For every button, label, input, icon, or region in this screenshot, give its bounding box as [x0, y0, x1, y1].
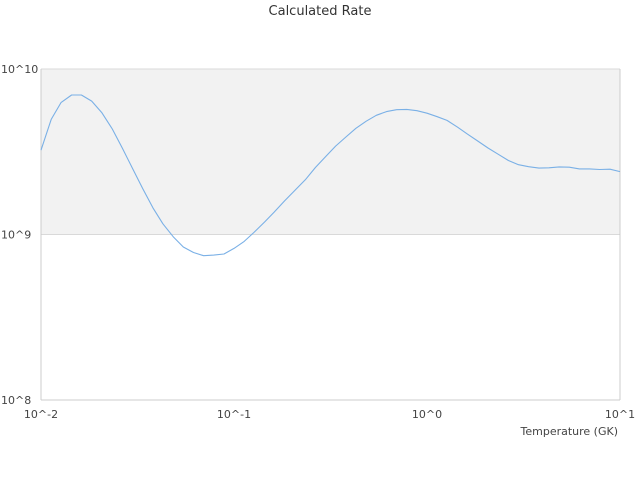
- x-tick-label: 10^0: [412, 408, 442, 421]
- x-tick-label: 10^1: [605, 408, 635, 421]
- x-axis-title: Temperature (GK): [520, 425, 619, 438]
- x-tick-label: 10^-1: [217, 408, 251, 421]
- y-tick-label: 10^10: [1, 63, 38, 76]
- y-tick-label: 10^8: [1, 394, 31, 407]
- chart-title: Calculated Rate: [268, 4, 372, 19]
- y-tick-label: 10^9: [1, 229, 31, 242]
- x-tick-label: 10^-2: [24, 408, 58, 421]
- series-line-0: [40, 94, 621, 257]
